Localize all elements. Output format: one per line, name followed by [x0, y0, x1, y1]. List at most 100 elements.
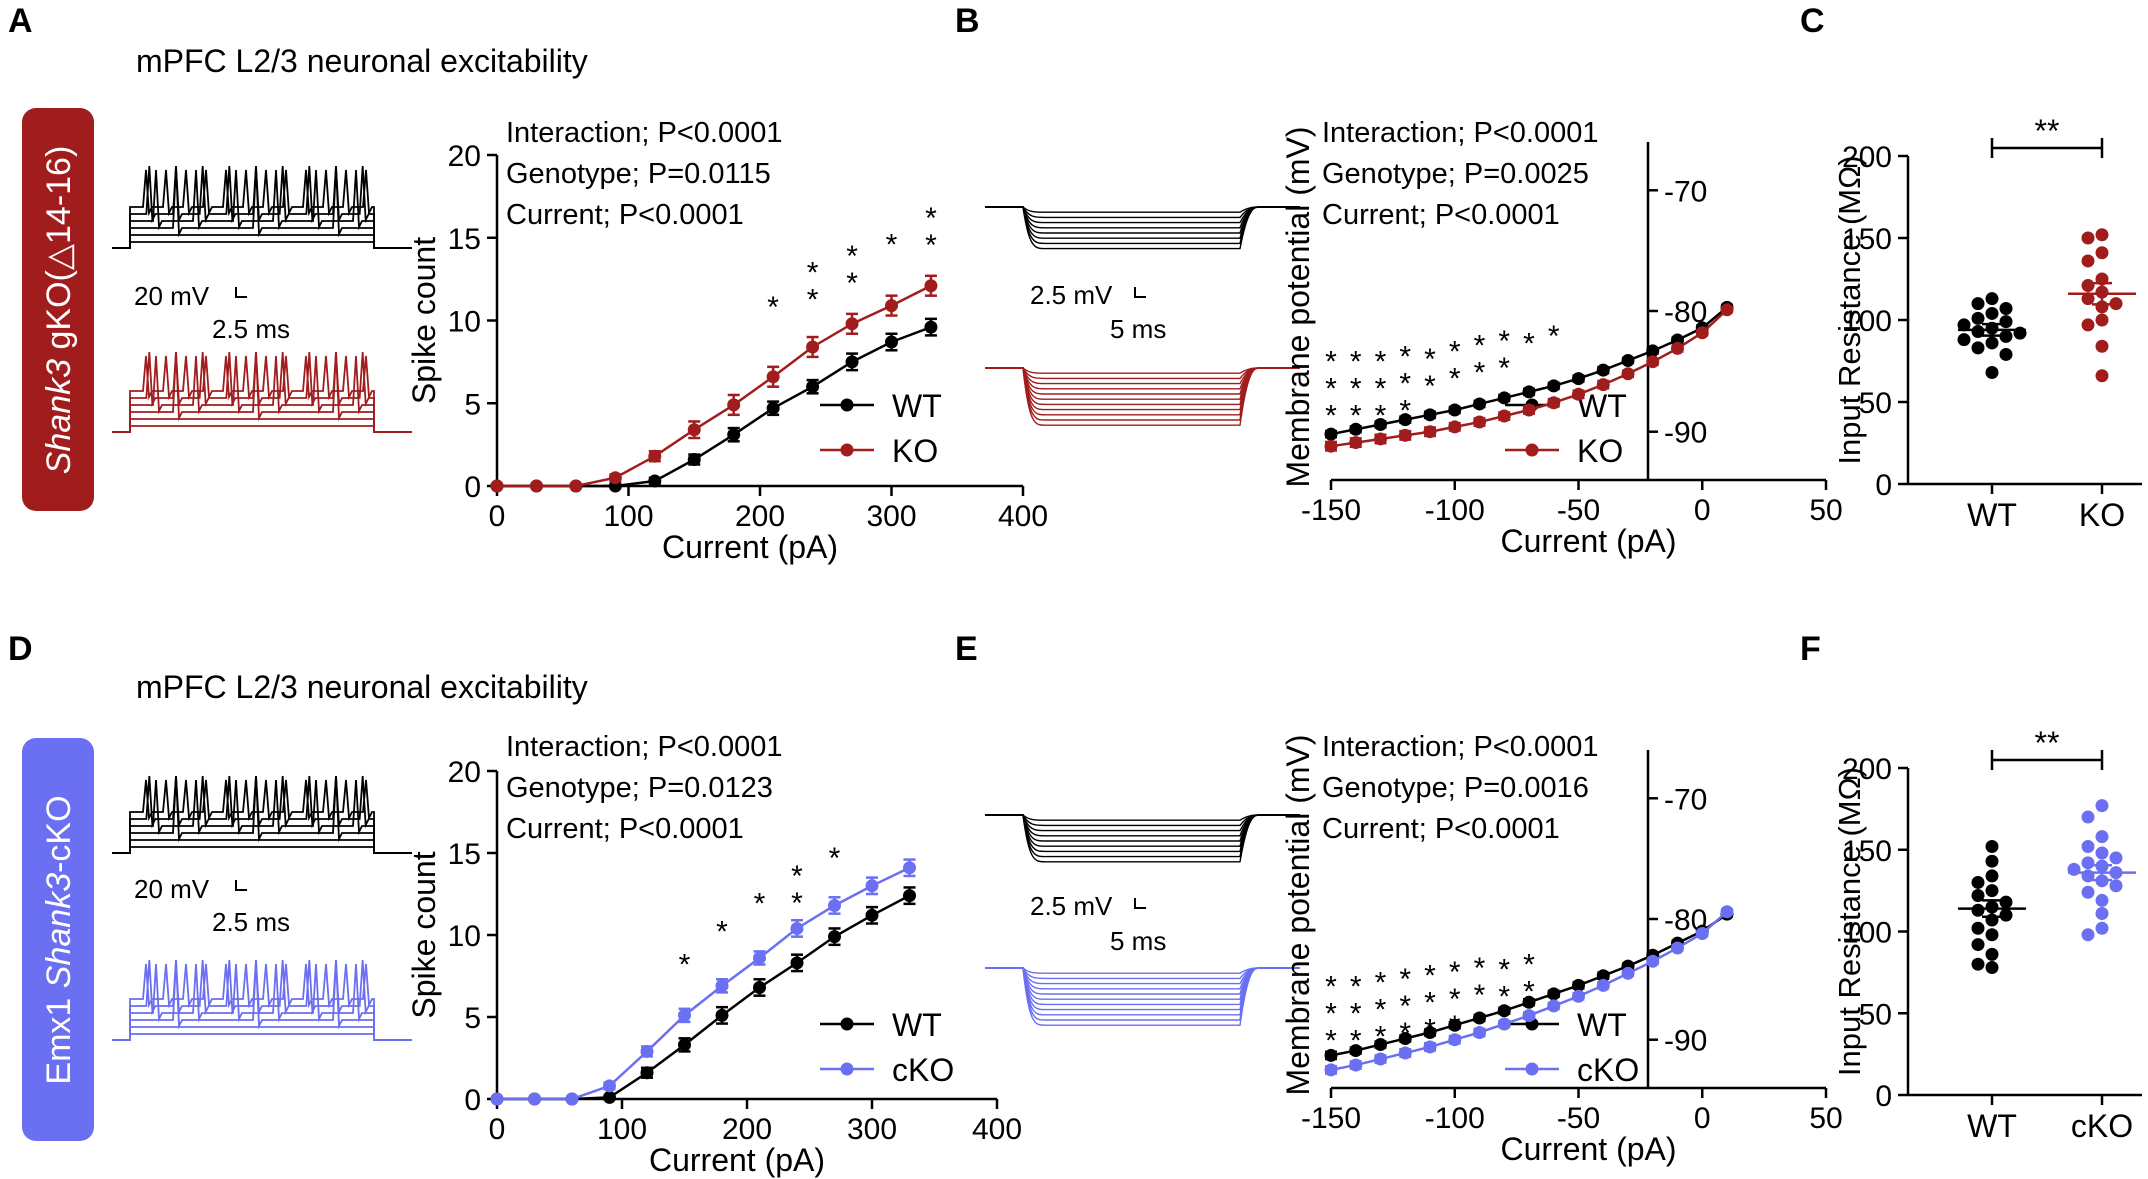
data-point — [1646, 954, 1660, 968]
y-tick-label: -70 — [1664, 175, 1707, 208]
data-point — [924, 320, 938, 334]
data-point — [1497, 1004, 1511, 1018]
data-point — [766, 401, 780, 415]
y-axis-label: Membrane potential (mV) — [1280, 734, 1316, 1095]
data-point — [1985, 928, 1999, 942]
significance-star: * — [791, 887, 803, 920]
data-point — [2095, 313, 2109, 327]
x-tick-label: 0 — [1694, 494, 1711, 527]
significance-star: * — [767, 291, 779, 324]
legend-label: cKO — [1577, 1052, 1639, 1088]
significance-star: * — [1325, 1024, 1337, 1057]
series-line — [497, 325, 932, 488]
data-point — [528, 1092, 541, 1106]
data-point — [2081, 279, 2095, 293]
significance-star: * — [1523, 327, 1535, 360]
data-point — [1423, 425, 1437, 439]
voltage-trace — [112, 169, 412, 249]
data-point — [1621, 367, 1635, 381]
significance-star: * — [1375, 1021, 1387, 1054]
data-point — [1971, 875, 1985, 889]
data-point — [727, 398, 741, 412]
panel-a-traces-wt — [112, 165, 412, 249]
x-tick-label: 50 — [1809, 494, 1842, 527]
data-point — [727, 428, 741, 442]
significance-marker: * * * — [1350, 345, 1362, 432]
data-point — [1720, 303, 1734, 317]
significance-star: * — [1350, 997, 1362, 1030]
data-point — [753, 980, 766, 994]
data-point — [1971, 341, 1985, 355]
data-point — [1957, 318, 1971, 332]
significance-marker: * * * — [1449, 956, 1461, 1043]
data-point — [2109, 297, 2123, 311]
data-point — [1985, 884, 1999, 898]
y-tick-label: 50 — [1859, 387, 1892, 420]
data-point — [565, 1092, 579, 1106]
panel-d-scale-bar: 20 mV 2.5 ms — [134, 874, 290, 937]
panel-d-side-label: Emx1 Shank3-cKO — [40, 795, 78, 1084]
y-axis-label: Spike count — [406, 237, 442, 404]
data-point — [1971, 889, 1985, 903]
voltage-trace — [112, 351, 412, 433]
significance-star: * — [886, 228, 898, 261]
y-tick-label: 10 — [448, 306, 481, 339]
chart-a-spike-count: 0 100 200 300 400 0 5 10 15 20 Current (pA) Spike c… — [406, 117, 1048, 565]
significance-star: * — [754, 888, 766, 921]
data-point — [1473, 1025, 1486, 1039]
x-tick-label: -50 — [1557, 1102, 1600, 1135]
data-point — [1324, 439, 1338, 453]
significance-star: * — [1474, 952, 1486, 985]
data-point — [1398, 1032, 1412, 1046]
series-cko — [490, 858, 916, 1106]
panel-a-scale-bar: 20 mV 2.5 ms — [134, 281, 290, 344]
legend-swatch-dot — [1525, 443, 1539, 457]
significance-star: * — [829, 842, 841, 875]
data-point — [1985, 306, 1999, 320]
scale-bar-mark — [235, 287, 247, 298]
data-point — [1324, 1063, 1338, 1077]
data-point — [1547, 987, 1561, 1001]
legend-label: WT — [892, 388, 942, 424]
data-point — [2095, 921, 2109, 935]
data-point — [1374, 1038, 1387, 1052]
significance-marker: * * * — [1424, 959, 1436, 1046]
data-point — [1547, 379, 1561, 393]
x-tick-label: -150 — [1301, 494, 1361, 527]
legend-swatch-dot — [840, 398, 854, 412]
group-ko — [2068, 228, 2136, 383]
voltage-trace — [112, 425, 412, 433]
voltage-trace — [985, 967, 1300, 1026]
data-point — [865, 879, 879, 893]
x-axis-label: Current (pA) — [1500, 523, 1676, 559]
side-label-rest: gKO(△14-16) — [40, 146, 78, 359]
panel-a-side-label: Shank3 gKO(△14-16) — [40, 146, 78, 475]
x-tick-label: 400 — [998, 500, 1048, 533]
significance-star: * — [1399, 395, 1411, 428]
significance-star: * — [716, 916, 728, 949]
data-point — [1398, 428, 1412, 442]
data-point — [1720, 905, 1734, 919]
significance-marker: * * * — [1325, 345, 1337, 432]
data-point — [1999, 329, 2013, 343]
scale-ms-label: 2.5 ms — [212, 314, 290, 344]
significance-star: * — [1399, 1017, 1411, 1050]
significance-star: * — [1325, 997, 1337, 1030]
data-point — [1547, 999, 1561, 1013]
significance-marker: * * — [1449, 336, 1461, 396]
panel-e-traces-cko — [985, 967, 1300, 1026]
data-point — [1971, 297, 1985, 311]
y-tick-label: -90 — [1664, 1025, 1707, 1058]
y-tick-label: 100 — [1842, 305, 1892, 338]
scale-ms-label: 5 ms — [1110, 926, 1166, 956]
data-point — [2095, 846, 2109, 860]
y-tick-label: 50 — [1859, 998, 1892, 1031]
significance-marker: * * * — [1474, 952, 1486, 1039]
data-point — [2095, 369, 2109, 383]
data-point — [766, 370, 780, 384]
x-tick-label: -100 — [1425, 494, 1485, 527]
significance-star: * — [807, 283, 819, 316]
legend-label: WT — [892, 1007, 942, 1043]
